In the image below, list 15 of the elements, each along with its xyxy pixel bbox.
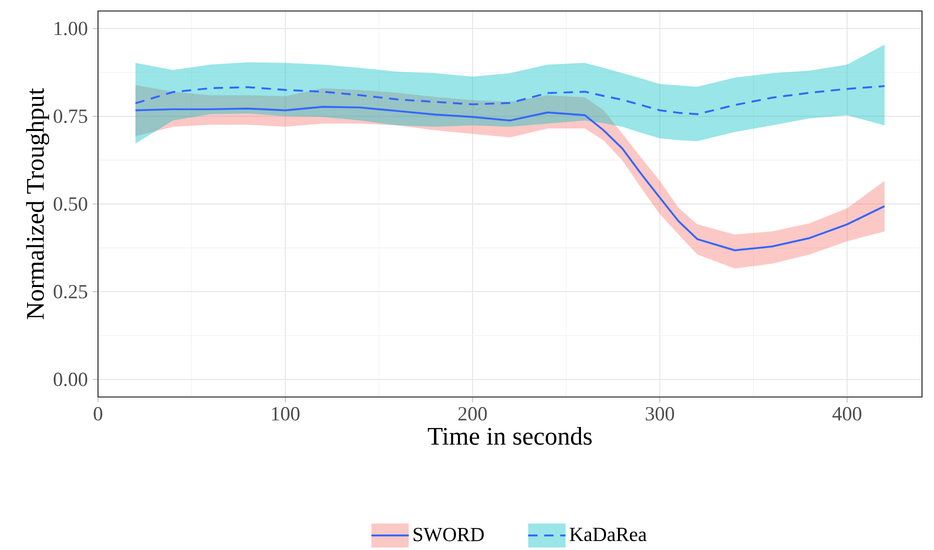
- x-tick-label: 200: [458, 406, 487, 420]
- y-tick-label: 1.00: [54, 22, 88, 36]
- y-tick-label: 0.75: [54, 109, 88, 124]
- y-tick-label: 0.00: [54, 372, 88, 386]
- x-tick-label: 0: [94, 406, 102, 420]
- x-tick-label: 400: [832, 406, 862, 420]
- x-tick-label: 300: [646, 406, 674, 420]
- legend-label: SWORD: [414, 528, 484, 542]
- y-axis-title: Normalized Troughput: [26, 88, 50, 320]
- x-axis-title: Time in seconds: [428, 426, 592, 445]
- y-tick-label: 0.25: [54, 284, 88, 298]
- x-tick-label: 100: [272, 406, 300, 420]
- legend-label: KaDaRea: [570, 528, 647, 542]
- line-series: [134, 106, 886, 252]
- y-tick-label: 0.50: [54, 197, 88, 211]
